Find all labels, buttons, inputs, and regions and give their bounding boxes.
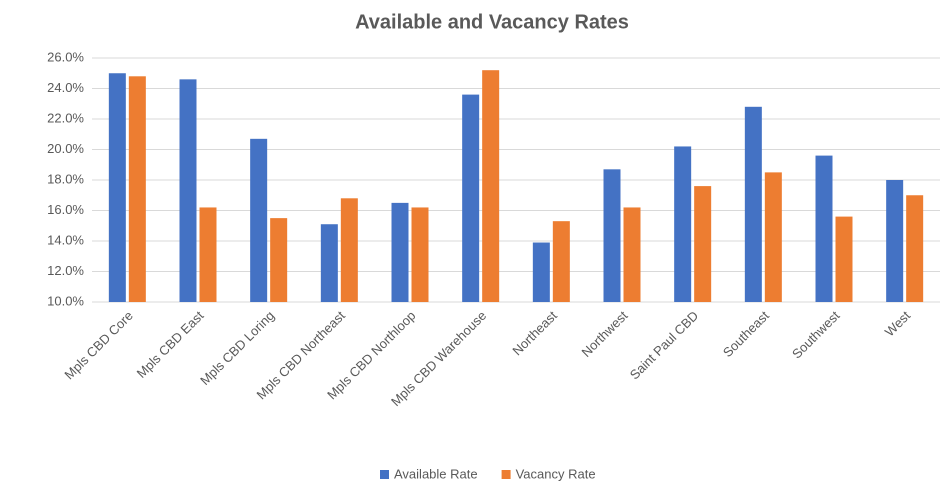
x-tick-label: Mpls CBD Loring [197,308,277,388]
bar [108,73,126,302]
y-tick-label: 14.0% [47,232,84,247]
bar [411,207,429,302]
bar [199,207,217,302]
bar [906,195,924,302]
bar [694,186,712,302]
bar [674,146,692,302]
bar [179,79,197,302]
bar [128,76,146,302]
x-tick-label: Northwest [579,308,631,360]
bar [532,242,550,302]
bar [250,138,268,302]
bar [552,221,570,302]
y-tick-label: 20.0% [47,141,84,156]
x-tick-label: West [882,308,914,340]
x-tick-label: Saint Paul CBD [627,308,701,382]
x-tick-label: Southwest [789,308,843,362]
bar [462,94,480,302]
bar [835,216,853,302]
bar [815,155,833,302]
y-tick-label: 22.0% [47,110,84,125]
y-tick-label: 10.0% [47,293,84,308]
x-tick-label: Mpls CBD East [134,308,207,381]
bar [744,106,762,302]
bar [764,172,782,302]
y-tick-label: 16.0% [47,202,84,217]
legend-label: Available Rate [394,466,478,481]
y-tick-label: 24.0% [47,80,84,95]
x-tick-label: Southeast [720,308,772,360]
bar [603,169,621,302]
x-tick-label: Northeast [509,308,560,359]
bar [623,207,641,302]
y-tick-label: 12.0% [47,263,84,278]
bar [391,202,409,302]
legend-label: Vacancy Rate [516,466,596,481]
y-tick-label: 26.0% [47,49,84,64]
bar [320,224,338,302]
legend-swatch [501,470,511,479]
bar [886,180,904,302]
legend-swatch [380,470,389,479]
y-tick-label: 18.0% [47,171,84,186]
chart-title: Available and Vacancy Rates [355,11,629,33]
bar [270,218,288,302]
bar [482,70,500,302]
x-tick-label: Mpls CBD Core [61,308,135,382]
bar [340,198,358,302]
